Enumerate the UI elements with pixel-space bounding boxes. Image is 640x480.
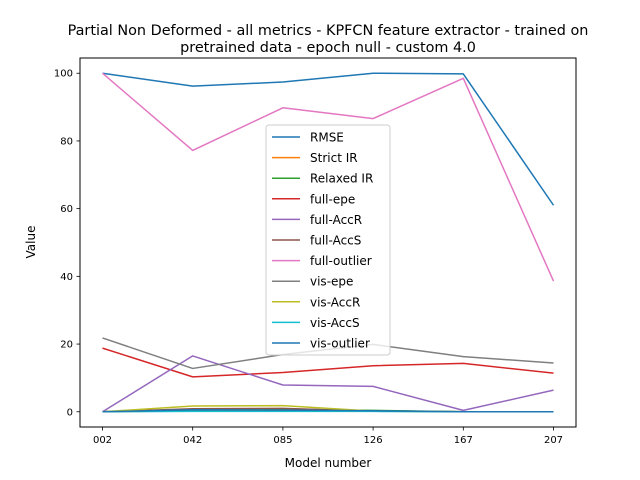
x-tick-label: 042: [183, 435, 202, 446]
x-tick-label: 085: [273, 435, 292, 446]
y-tick-label: 100: [54, 69, 73, 80]
x-tick-label: 126: [364, 435, 383, 446]
plot-frame: [79, 57, 577, 428]
series-line-3: [102, 347, 554, 378]
legend-entry-6: full-outlier: [310, 254, 372, 268]
series-lines: [102, 72, 555, 413]
legend-entry-7: vis-epe: [310, 275, 353, 289]
series-line-10: [102, 408, 554, 413]
y-axis-label: Value: [24, 226, 38, 259]
chart-title-line2: pretrained data - epoch null - custom 4.…: [180, 40, 476, 56]
legend-entry-3: full-epe: [310, 192, 355, 206]
x-axis-ticks: 002 042 085 126 167 207: [93, 427, 563, 446]
x-axis-label: Model number: [285, 456, 372, 470]
y-tick-label: 40: [60, 272, 73, 283]
chart-title-line1: Partial Non Deformed - all metrics - KPF…: [68, 23, 589, 39]
legend-entry-2: Relaxed IR: [310, 172, 373, 186]
x-tick-label: 167: [454, 435, 473, 446]
legend-entry-9: vis-AccS: [310, 316, 360, 330]
y-tick-label: 0: [67, 407, 73, 418]
legend-entry-10: vis-outlier: [310, 337, 370, 351]
series-line-4: [102, 355, 554, 413]
y-tick-label: 60: [60, 204, 73, 215]
series-line-0: [102, 72, 555, 206]
legend-entry-8: vis-AccR: [310, 295, 360, 309]
y-tick-label: 20: [60, 340, 73, 351]
series-line-6: [102, 72, 555, 282]
y-tick-label: 80: [60, 136, 73, 147]
legend-entry-5: full-AccS: [310, 234, 361, 248]
y-axis-ticks: 0 20 40 60 80 100: [54, 69, 80, 418]
legend-box: [265, 124, 391, 356]
x-tick-label: 207: [544, 435, 563, 446]
legend-entry-4: full-AccR: [310, 213, 362, 227]
legend-entry-1: Strict IR: [310, 151, 358, 165]
legend: RMSE Strict IR Relaxed IR full-epe full-AccR…: [265, 124, 391, 356]
x-tick-label: 002: [93, 435, 112, 446]
legend-entry-0: RMSE: [310, 131, 344, 145]
